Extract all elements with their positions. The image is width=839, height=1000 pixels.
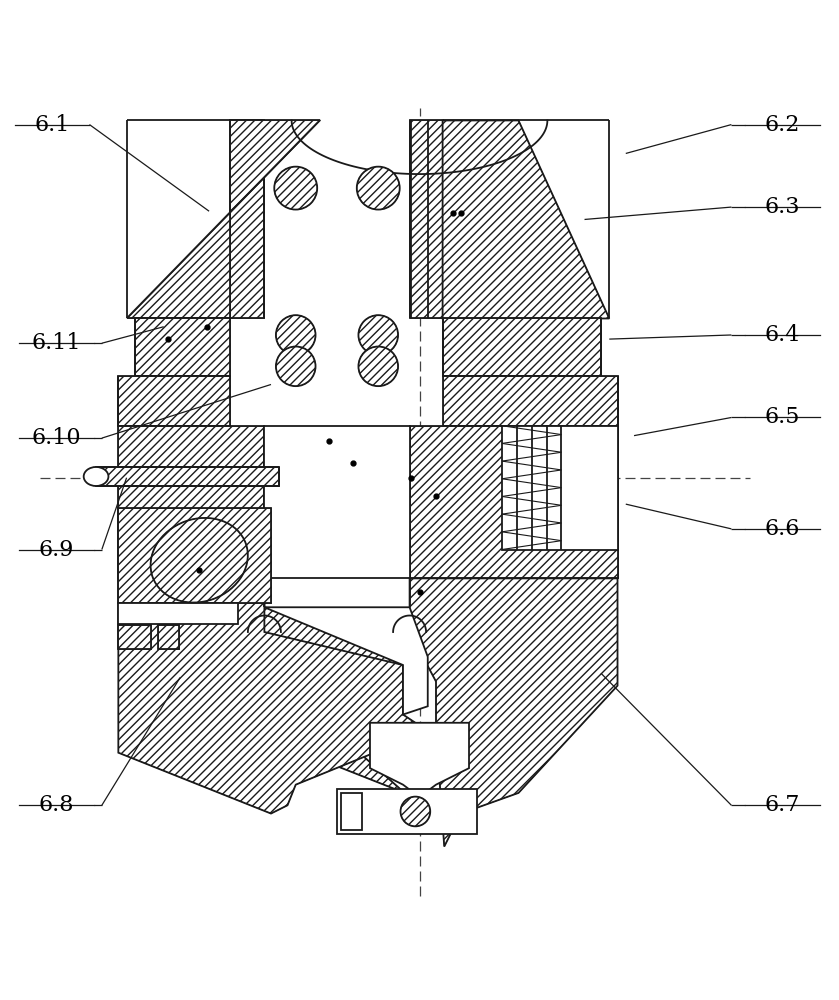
Text: 6.11: 6.11 <box>32 332 81 354</box>
Polygon shape <box>341 793 362 830</box>
Ellipse shape <box>150 518 248 603</box>
Circle shape <box>358 347 398 386</box>
Polygon shape <box>118 426 264 578</box>
Text: 6.9: 6.9 <box>39 539 74 561</box>
Circle shape <box>400 797 430 826</box>
Text: 6.2: 6.2 <box>765 114 800 136</box>
Circle shape <box>276 347 315 386</box>
Text: 6.4: 6.4 <box>765 324 800 346</box>
Text: 6.8: 6.8 <box>39 794 74 816</box>
Polygon shape <box>443 376 618 426</box>
Circle shape <box>357 167 399 210</box>
Polygon shape <box>118 578 428 814</box>
Polygon shape <box>118 578 404 793</box>
Polygon shape <box>409 578 618 847</box>
Text: 6.10: 6.10 <box>32 427 81 449</box>
Polygon shape <box>127 120 320 318</box>
Polygon shape <box>135 318 230 376</box>
Polygon shape <box>502 426 618 550</box>
Circle shape <box>274 167 317 210</box>
Text: 6.5: 6.5 <box>765 406 800 428</box>
Polygon shape <box>264 426 409 578</box>
Polygon shape <box>409 120 443 318</box>
Polygon shape <box>337 789 477 834</box>
Circle shape <box>358 315 398 355</box>
Text: 6.1: 6.1 <box>34 114 70 136</box>
Polygon shape <box>118 625 151 649</box>
Polygon shape <box>370 723 469 797</box>
Polygon shape <box>264 607 428 715</box>
Ellipse shape <box>84 467 108 486</box>
Polygon shape <box>443 120 609 318</box>
Text: 6.3: 6.3 <box>765 196 800 218</box>
Polygon shape <box>443 318 601 376</box>
Polygon shape <box>118 376 230 426</box>
Polygon shape <box>118 508 271 603</box>
Polygon shape <box>158 625 179 649</box>
Text: 6.7: 6.7 <box>765 794 800 816</box>
Text: 6.6: 6.6 <box>765 518 800 540</box>
Polygon shape <box>230 120 264 318</box>
Polygon shape <box>118 603 238 624</box>
Polygon shape <box>96 467 279 486</box>
Polygon shape <box>409 426 618 578</box>
Circle shape <box>276 315 315 355</box>
